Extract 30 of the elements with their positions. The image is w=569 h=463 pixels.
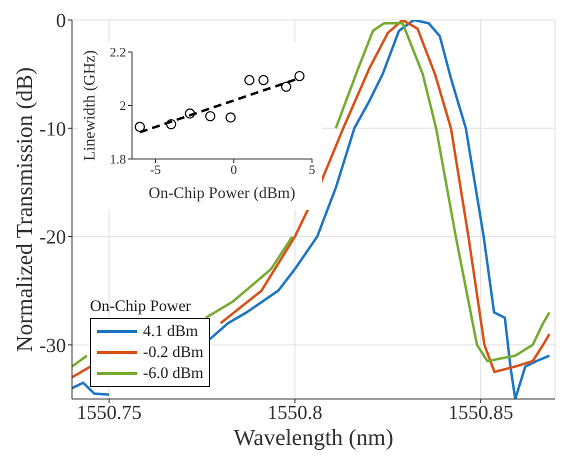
x-axis-title: Wavelength (nm) — [234, 425, 394, 450]
point — [184, 108, 196, 119]
x-tick-label: -5 — [150, 162, 161, 178]
point — [294, 70, 305, 82]
x-tick-label: 0 — [230, 162, 237, 178]
y-tick-label: 2.2 — [110, 44, 126, 60]
x-tick-label: 1550.85 — [448, 402, 514, 424]
y-tick-label: 0 — [56, 10, 66, 32]
y-tick-label: 1.8 — [110, 152, 126, 167]
legend-label: -0.2 dBm — [143, 344, 204, 362]
legend-label: -6.0 dBm — [143, 364, 204, 382]
y-axis-title: Linewidth (GHz) — [82, 50, 99, 161]
y-tick-label: 2 — [120, 98, 126, 114]
legend-label: 4.1 dBm — [143, 322, 198, 340]
point — [258, 74, 269, 86]
legend-title: On-Chip Power — [90, 298, 192, 316]
point — [244, 74, 255, 86]
x-axis-title: On-Chip Power (dBm) — [148, 185, 296, 202]
point — [166, 119, 176, 130]
x-tick-label: 1550.75 — [76, 402, 142, 424]
point — [281, 82, 292, 92]
point — [205, 111, 216, 122]
x-tick-label: 1550.8 — [267, 402, 322, 424]
y-tick-label: -20 — [39, 226, 66, 249]
x-tick-label: 5 — [308, 162, 316, 178]
y-tick-label: -10 — [39, 118, 66, 140]
point — [225, 112, 236, 123]
y-tick-label: -30 — [39, 334, 66, 357]
point — [134, 122, 145, 132]
y-axis-title: Normalized Transmission (dB) — [12, 67, 38, 352]
